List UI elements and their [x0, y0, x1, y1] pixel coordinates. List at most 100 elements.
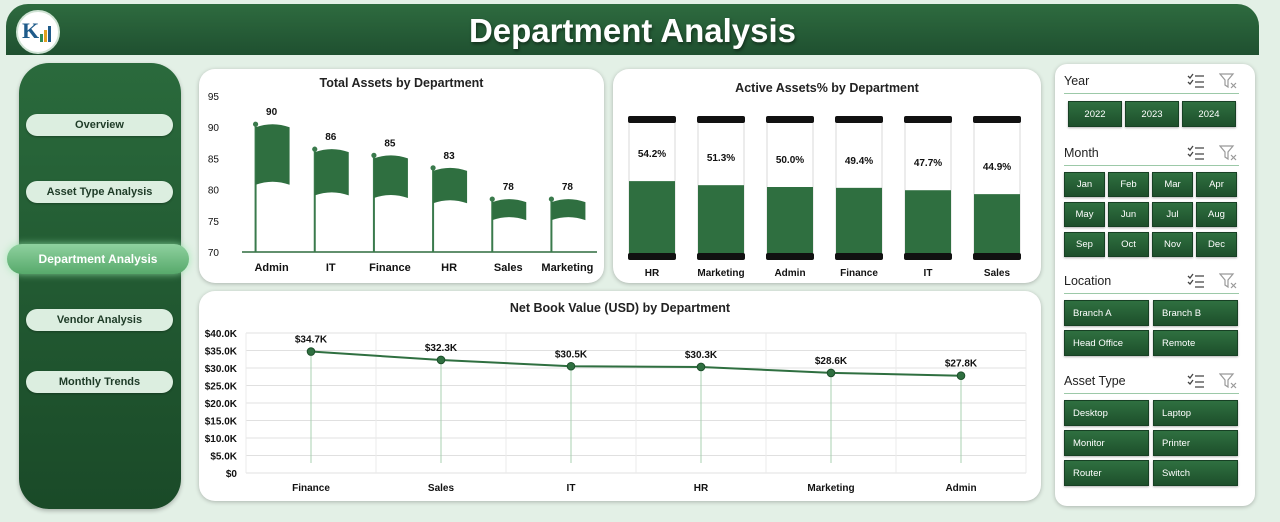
slicer-year-2022[interactable]: 2022	[1068, 101, 1122, 127]
multi-select-icon[interactable]	[1187, 145, 1205, 161]
nav-department-button[interactable]: Department Analysis	[7, 244, 189, 274]
bar-cap-top	[835, 116, 883, 123]
slicer-asset-laptop[interactable]: Laptop	[1153, 400, 1238, 426]
bar	[433, 167, 468, 204]
slicer-month-aug[interactable]: Aug	[1196, 202, 1237, 227]
x-tick-label: IT	[326, 262, 336, 274]
data-point	[826, 368, 836, 378]
y-tick-label: 95	[208, 92, 220, 103]
y-tick-label: $5.0K	[210, 452, 237, 463]
x-tick-label: Finance	[840, 268, 878, 279]
nav-monthly-trends-button[interactable]: Monthly Trends	[26, 371, 173, 393]
bar	[629, 181, 675, 257]
bar-cap-bottom	[904, 253, 952, 260]
active-assets-chart: 54.2% HR 51.3% Marketing 50.0% Admin 49.4% Fina…	[628, 116, 1021, 279]
slicer-month-oct[interactable]: Oct	[1108, 232, 1149, 257]
bar-cap-bottom	[766, 253, 814, 260]
slicer-month-feb[interactable]: Feb	[1108, 172, 1149, 197]
slicer-asset-printer[interactable]: Printer	[1153, 430, 1238, 456]
x-tick-label: Admin	[254, 262, 289, 274]
slicer-month-mar[interactable]: Mar	[1152, 172, 1193, 197]
bar-cap-top	[904, 116, 952, 123]
month-slicer-title: Month	[1064, 146, 1099, 160]
data-label: 86	[325, 132, 337, 143]
multi-select-icon[interactable]	[1187, 273, 1205, 289]
data-label: $27.8K	[945, 359, 978, 370]
location-slicer-title: Location	[1064, 274, 1112, 288]
data-label: 49.4%	[845, 156, 873, 167]
slicer-month-dec[interactable]: Dec	[1196, 232, 1237, 257]
y-tick-label: $0	[226, 469, 238, 480]
bar-cap-top	[697, 116, 745, 123]
clear-filter-icon[interactable]	[1219, 73, 1237, 89]
nav-overview-button[interactable]: Overview	[26, 114, 173, 136]
flag-pole-knob	[312, 146, 318, 152]
x-tick-label: Admin	[774, 268, 805, 279]
data-label: 85	[384, 138, 396, 149]
nav-vendor-button[interactable]: Vendor Analysis	[26, 309, 173, 331]
slicer-month-sep[interactable]: Sep	[1064, 232, 1105, 257]
bar-cap-bottom	[973, 253, 1021, 260]
clear-filter-icon[interactable]	[1219, 273, 1237, 289]
x-tick-label: IT	[924, 268, 933, 279]
x-tick-label: Sales	[428, 483, 455, 494]
data-label: 83	[444, 151, 456, 162]
x-tick-label: Marketing	[541, 262, 593, 274]
clear-filter-icon[interactable]	[1219, 373, 1237, 389]
year-slicer-header: Year	[1064, 70, 1239, 94]
company-logo: K	[16, 10, 60, 54]
slicer-month-jul[interactable]: Jul	[1152, 202, 1193, 227]
slicer-month-jan[interactable]: Jan	[1064, 172, 1105, 197]
slicer-asset-router[interactable]: Router	[1064, 460, 1149, 486]
bar	[698, 185, 744, 257]
y-tick-label: $10.0K	[205, 434, 238, 445]
nav-asset-type-button[interactable]: Asset Type Analysis	[26, 181, 173, 203]
slicer-month-may[interactable]: May	[1064, 202, 1105, 227]
flag-pole-knob	[489, 196, 495, 202]
bar	[314, 149, 349, 196]
bar-cap-bottom	[628, 253, 676, 260]
svg-text:K: K	[22, 18, 39, 43]
multi-select-icon[interactable]	[1187, 73, 1205, 89]
bar-cap-top	[766, 116, 814, 123]
bar-cap-bottom	[835, 253, 883, 260]
slicer-asset-monitor[interactable]: Monitor	[1064, 430, 1149, 456]
slicer-location-branch-a[interactable]: Branch A	[1064, 300, 1149, 326]
x-tick-label: Marketing	[807, 483, 854, 494]
slicer-year-2023[interactable]: 2023	[1125, 101, 1179, 127]
slicer-location-head-office[interactable]: Head Office	[1064, 330, 1149, 356]
y-tick-label: 75	[208, 217, 220, 228]
flag-pole-knob	[430, 165, 436, 171]
month-slicer-header: Month	[1064, 142, 1239, 166]
asset-type-slicer-header: Asset Type	[1064, 370, 1239, 394]
x-tick-label: HR	[645, 268, 660, 279]
slicer-location-remote[interactable]: Remote	[1153, 330, 1238, 356]
data-label: $30.3K	[685, 350, 718, 361]
y-tick-label: $35.0K	[205, 347, 238, 358]
bar	[836, 187, 882, 257]
x-tick-label: Sales	[984, 268, 1011, 279]
slicer-asset-desktop[interactable]: Desktop	[1064, 400, 1149, 426]
slicer-month-apr[interactable]: Apr	[1196, 172, 1237, 197]
page-title: Department Analysis	[468, 12, 797, 49]
total-assets-chart: 95 90 85 80 75 70 90 Admin 86 IT 85 Finance 83 HR 78 Sa…	[208, 92, 597, 274]
bar-cap-bottom	[697, 253, 745, 260]
data-label: 51.3%	[707, 153, 735, 164]
x-tick-label: HR	[441, 262, 457, 274]
header-bar: K Department Analysis	[6, 4, 1259, 55]
slicer-month-jun[interactable]: Jun	[1108, 202, 1149, 227]
year-slicer-title: Year	[1064, 74, 1090, 88]
y-tick-label: 80	[208, 186, 220, 197]
slicer-month-nov[interactable]: Nov	[1152, 232, 1193, 257]
asset-type-slicer-title: Asset Type	[1064, 374, 1126, 388]
slicer-location-branch-b[interactable]: Branch B	[1153, 300, 1238, 326]
y-tick-label: $20.0K	[205, 399, 238, 410]
slicer-year-2024[interactable]: 2024	[1182, 101, 1236, 127]
bar	[905, 190, 951, 257]
total-assets-chart-title: Total Assets by Department	[319, 76, 484, 90]
bar-cap-top	[628, 116, 676, 123]
slicer-asset-switch[interactable]: Switch	[1153, 460, 1238, 486]
clear-filter-icon[interactable]	[1219, 145, 1237, 161]
multi-select-icon[interactable]	[1187, 373, 1205, 389]
bar-cap-top	[973, 116, 1021, 123]
